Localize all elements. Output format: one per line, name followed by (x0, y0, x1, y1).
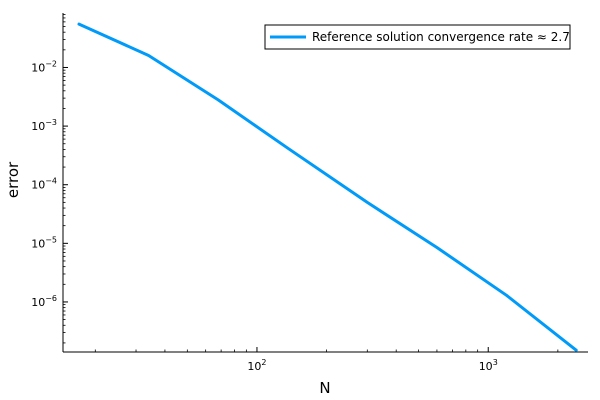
axes (62, 13, 588, 353)
y-tick-label: 10−6 (31, 294, 57, 309)
y-tick-label: 10−3 (31, 118, 57, 133)
series-line-0 (77, 22, 578, 352)
y-tick-label: 10−2 (31, 59, 57, 74)
x-tick-label: 103 (479, 358, 498, 373)
series-layer (77, 22, 578, 352)
x-axis-label: N (319, 379, 330, 397)
x-tick-label: 102 (247, 358, 266, 373)
legend-box (264, 24, 571, 50)
y-axis-label: error (4, 161, 22, 198)
tick-marks: 102 103 10−2 10−3 10−4 10−5 10−6 (31, 14, 559, 373)
legend-label: Reference solution convergence rate ≈ 2.… (312, 30, 570, 44)
legend: Reference solution convergence rate ≈ 2.… (264, 24, 571, 50)
y-tick-label: 10−4 (31, 177, 57, 192)
y-tick-label: 10−5 (31, 235, 57, 250)
